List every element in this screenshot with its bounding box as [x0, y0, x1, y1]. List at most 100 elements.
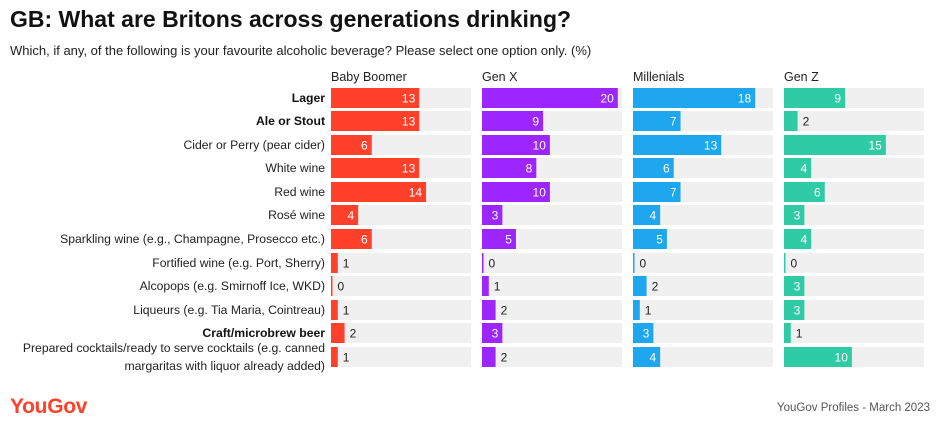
bar-gen-z-6	[784, 229, 812, 249]
value-label-gen-x-0: 20	[600, 92, 614, 106]
bar-gen-x-10	[482, 323, 503, 343]
value-label-millenials-10: 3	[643, 327, 650, 341]
value-label-millenials-6: 5	[656, 233, 663, 247]
bar-baby-boomer-0	[331, 88, 420, 108]
bar-track	[784, 111, 924, 131]
yougov-logo: YouGov	[10, 395, 88, 418]
bar-track	[633, 323, 773, 343]
bar-track	[331, 347, 471, 367]
category-label-prepared-cocktails-ready-to-se: Prepared cocktails/ready to serve cockta…	[23, 341, 325, 373]
value-label-baby-boomer-1: 13	[402, 115, 416, 129]
bar-gen-z-10	[784, 323, 791, 343]
bar-gen-z-11	[784, 347, 852, 367]
bar-baby-boomer-5	[331, 205, 359, 225]
value-label-gen-z-6: 4	[800, 233, 807, 247]
value-label-baby-boomer-0: 13	[402, 92, 416, 106]
bar-track	[331, 205, 471, 225]
value-label-gen-z-7: 0	[791, 257, 798, 271]
bar-gen-x-4	[482, 182, 550, 202]
bar-track	[633, 347, 773, 367]
bar-millenials-4	[633, 182, 681, 202]
bar-gen-x-5	[482, 205, 503, 225]
value-label-millenials-7: 0	[640, 257, 647, 271]
value-label-gen-z-3: 4	[800, 162, 807, 176]
value-label-baby-boomer-11: 1	[343, 351, 350, 365]
bar-baby-boomer-10	[331, 323, 345, 343]
value-label-gen-x-10: 3	[492, 327, 499, 341]
value-label-baby-boomer-7: 1	[343, 257, 350, 271]
bar-track	[331, 276, 471, 296]
value-label-baby-boomer-5: 4	[347, 209, 354, 223]
category-label-fortified-wine-e-g-port-sherry: Fortified wine (e.g. Port, Sherry)	[152, 256, 325, 270]
bar-gen-x-9	[482, 300, 496, 320]
value-label-millenials-8: 2	[652, 280, 659, 294]
bar-track	[784, 158, 924, 178]
bar-track	[633, 205, 773, 225]
category-label-sparkling-wine-e-g-champagne-p: Sparkling wine (e.g., Champagne, Prosecc…	[60, 232, 325, 246]
bar-gen-x-3	[482, 158, 537, 178]
bar-track	[482, 300, 622, 320]
bar-gen-z-4	[784, 182, 825, 202]
value-label-baby-boomer-9: 1	[343, 304, 350, 318]
bar-baby-boomer-8	[331, 276, 333, 296]
page-subtitle: Which, if any, of the following is your …	[10, 43, 592, 58]
bar-gen-x-0	[482, 88, 618, 108]
bar-track	[784, 229, 924, 249]
value-label-millenials-2: 13	[704, 139, 718, 153]
bar-track	[482, 323, 622, 343]
bar-track	[482, 229, 622, 249]
bar-millenials-10	[633, 323, 654, 343]
bar-millenials-6	[633, 229, 667, 249]
bar-track	[482, 347, 622, 367]
bar-track	[331, 300, 471, 320]
value-label-gen-x-2: 10	[533, 139, 547, 153]
value-label-gen-z-0: 9	[834, 92, 841, 106]
bar-track	[482, 205, 622, 225]
bar-gen-z-3	[784, 158, 812, 178]
bar-gen-x-7	[482, 253, 484, 273]
bar-millenials-7	[633, 253, 635, 273]
category-label-red-wine: Red wine	[274, 185, 325, 199]
category-label-liqueurs-e-g-tia-maria-cointre: Liqueurs (e.g. Tia Maria, Cointreau)	[133, 303, 325, 317]
bar-gen-z-7	[784, 253, 786, 273]
bar-track	[482, 253, 622, 273]
bar-gen-z-5	[784, 205, 805, 225]
value-label-millenials-9: 1	[645, 304, 652, 318]
bar-millenials-0	[633, 88, 756, 108]
bar-track	[633, 229, 773, 249]
bar-track	[633, 276, 773, 296]
bar-track	[784, 300, 924, 320]
category-label-ros-wine: Rosé wine	[268, 208, 325, 222]
bar-baby-boomer-6	[331, 229, 372, 249]
value-label-gen-x-9: 2	[501, 304, 508, 318]
page-title: GB: What are Britons across generations …	[10, 6, 572, 32]
bar-millenials-11	[633, 347, 661, 367]
panel-title-millenials: Millenials	[633, 70, 684, 84]
bar-millenials-8	[633, 276, 647, 296]
bar-baby-boomer-7	[331, 253, 338, 273]
value-label-baby-boomer-6: 6	[361, 233, 368, 247]
value-label-millenials-0: 18	[738, 92, 752, 106]
source-note: YouGov Profiles - March 2023	[777, 402, 930, 414]
value-label-gen-z-9: 3	[794, 304, 801, 318]
value-label-gen-x-3: 8	[526, 162, 533, 176]
value-label-gen-z-11: 10	[835, 351, 849, 365]
value-label-baby-boomer-10: 2	[350, 327, 357, 341]
bar-millenials-2	[633, 135, 722, 155]
bar-gen-x-2	[482, 135, 550, 155]
bar-track	[331, 323, 471, 343]
value-label-gen-z-10: 1	[796, 327, 803, 341]
bar-track	[784, 276, 924, 296]
value-label-baby-boomer-4: 14	[409, 186, 423, 200]
bar-millenials-1	[633, 111, 681, 131]
panel-title-baby-boomer: Baby Boomer	[331, 70, 407, 84]
category-label-white-wine: White wine	[265, 161, 325, 175]
panel-title-gen-z: Gen Z	[784, 70, 819, 84]
bar-gen-x-1	[482, 111, 544, 131]
bar-millenials-9	[633, 300, 640, 320]
category-label-craft-microbrew-beer: Craft/microbrew beer	[202, 326, 325, 340]
bar-baby-boomer-4	[331, 182, 427, 202]
bar-track	[784, 323, 924, 343]
value-label-millenials-5: 4	[649, 209, 656, 223]
